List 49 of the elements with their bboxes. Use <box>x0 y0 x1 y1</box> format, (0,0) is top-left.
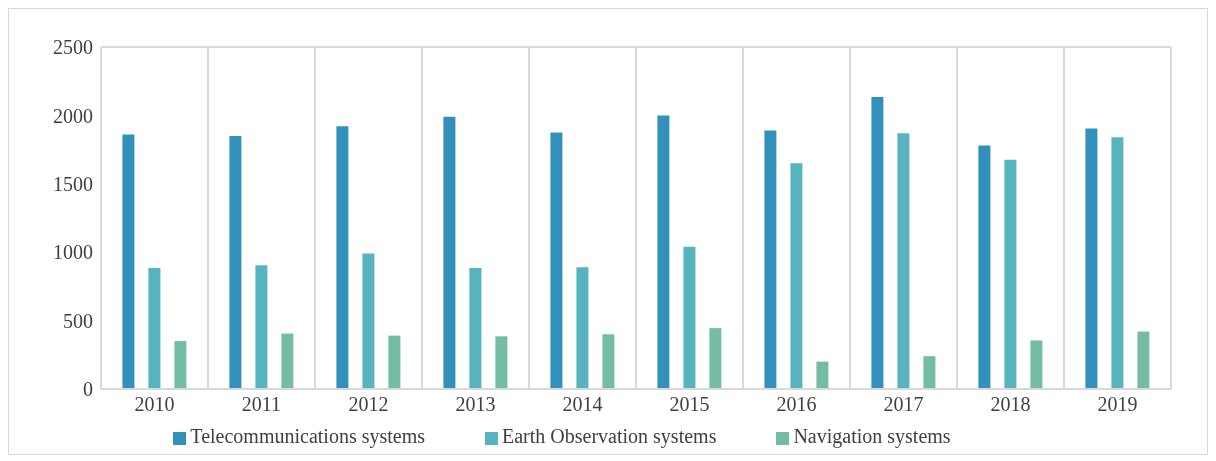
bar <box>657 115 670 389</box>
y-tick-label: 2000 <box>53 104 93 127</box>
bar <box>362 253 375 389</box>
bar <box>229 135 242 389</box>
x-tick-label: 2011 <box>241 393 282 416</box>
y-tick-label: 0 <box>83 378 93 401</box>
bar <box>148 267 161 389</box>
bar <box>1004 159 1017 389</box>
bar <box>336 126 349 389</box>
bar <box>1111 137 1124 389</box>
bar <box>978 145 991 389</box>
y-tick-label: 1500 <box>53 172 93 195</box>
bar <box>790 163 803 389</box>
bar <box>683 246 696 389</box>
bar <box>1085 128 1098 389</box>
x-tick-label: 2018 <box>990 393 1031 416</box>
x-tick-label: 2012 <box>348 393 389 416</box>
bar <box>1137 331 1150 389</box>
bar <box>443 116 456 389</box>
bar <box>602 334 615 389</box>
bar <box>923 356 936 389</box>
bar <box>1030 340 1043 389</box>
bar <box>897 133 910 389</box>
y-tick-label: 500 <box>63 309 93 332</box>
x-tick-label: 2013 <box>455 393 496 416</box>
x-tick-label: 2014 <box>562 393 603 416</box>
legend-label: Earth Observation systems <box>502 425 717 447</box>
bar <box>871 96 884 389</box>
x-tick-label: 2010 <box>134 393 175 416</box>
x-tick-label: 2016 <box>776 393 817 416</box>
x-tick-label: 2019 <box>1097 393 1138 416</box>
bar <box>709 328 722 389</box>
bar <box>255 265 268 389</box>
bar <box>576 267 589 389</box>
bar <box>469 267 482 389</box>
legend-label: Telecommunications systems <box>190 425 426 447</box>
bar <box>495 336 508 389</box>
bar <box>281 333 294 389</box>
bar <box>764 130 777 389</box>
y-tick-label: 1000 <box>53 241 93 264</box>
x-tick-label: 2017 <box>883 393 924 416</box>
bar <box>550 132 563 389</box>
bar <box>816 361 829 389</box>
y-tick-label: 2500 <box>53 36 93 59</box>
legend-label: Navigation systems <box>793 425 951 447</box>
x-tick-label: 2015 <box>669 393 710 416</box>
bar <box>174 341 187 389</box>
bar <box>122 134 135 389</box>
bar <box>388 335 401 389</box>
